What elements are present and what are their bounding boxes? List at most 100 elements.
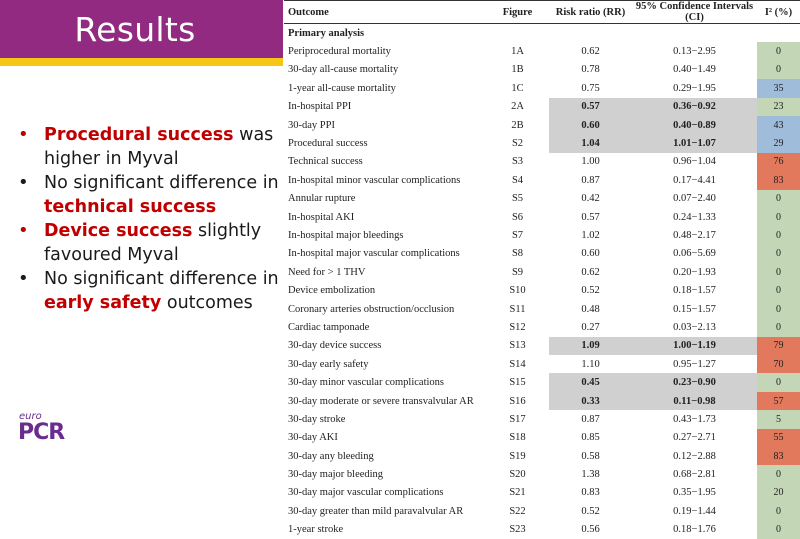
bullet-highlight: Device success — [44, 221, 193, 241]
confidence-interval-cell: 0.18−1.76 — [673, 524, 716, 536]
confidence-interval-cell: 0.40−0.89 — [632, 115, 757, 135]
results-table: Outcome Figure Risk ratio (RR) 95% Confi… — [284, 0, 800, 539]
bullet-text: No significant difference in — [44, 173, 279, 193]
outcome-cell: 30-day major bleeding — [288, 469, 384, 481]
slide-title: Results — [74, 9, 196, 49]
confidence-interval-cell: 0.43−1.73 — [673, 413, 716, 425]
figure-cell: S7 — [511, 229, 524, 241]
risk-ratio-cell: 0.33 — [549, 391, 632, 411]
confidence-interval-cell: 0.36−0.92 — [632, 97, 757, 116]
confidence-interval-cell: 0.35−1.95 — [673, 487, 716, 499]
header-i2: I² (%) — [757, 0, 800, 24]
title-accent-stripe — [0, 58, 283, 66]
i2-cell: 70 — [757, 355, 800, 374]
risk-ratio-cell: 0.87 — [581, 413, 600, 425]
outcome-cell: Technical success — [288, 156, 363, 168]
risk-ratio-cell: 0.75 — [581, 82, 600, 94]
i2-cell: 0 — [757, 502, 800, 521]
confidence-interval-cell: 0.68−2.81 — [673, 469, 716, 481]
figure-cell: S21 — [509, 487, 526, 499]
table-row: Coronary arteries obstruction/occlusion S… — [284, 299, 800, 319]
i2-cell: 0 — [757, 373, 800, 392]
table-row: 30-day all-cause mortality 1B 0.78 0.40−1.4… — [284, 60, 800, 80]
i2-cell: 0 — [757, 263, 800, 282]
table-row: Annular rupture S5 0.42 0.07−2.40 0 — [284, 189, 800, 208]
bullet-highlight: Procedural success — [44, 125, 234, 145]
bullet-list: • Procedural success was higher in Myval… — [16, 123, 281, 315]
risk-ratio-cell: 0.85 — [581, 432, 600, 444]
table-row: Procedural success S2 1.04 1.01−1.07 29 — [284, 134, 800, 153]
i2-cell: 76 — [757, 152, 800, 172]
empty-cell — [486, 24, 549, 43]
risk-ratio-cell: 0.78 — [581, 64, 600, 76]
i2-cell: 0 — [757, 520, 800, 539]
figure-cell: 1B — [511, 64, 524, 76]
i2-cell: 20 — [757, 483, 800, 503]
figure-cell: S2 — [486, 134, 549, 153]
confidence-interval-cell: 0.11−0.98 — [632, 391, 757, 411]
outcome-cell: 30-day AKI — [288, 432, 338, 444]
risk-ratio-cell: 0.45 — [549, 373, 632, 392]
table-row: Cardiac tamponade S12 0.27 0.03−2.13 0 — [284, 318, 800, 337]
europcr-logo: euro PCR — [18, 412, 65, 444]
table-row: 30-day minor vascular complications S15 0.… — [284, 373, 800, 392]
i2-cell: 5 — [757, 410, 800, 429]
bullet-highlight: technical success — [44, 197, 217, 217]
risk-ratio-cell: 1.09 — [549, 336, 632, 356]
outcome-cell: 1-year stroke — [288, 524, 344, 536]
table-row: In-hospital AKI S6 0.57 0.24−1.33 0 — [284, 207, 800, 227]
i2-cell: 0 — [757, 42, 800, 61]
outcome-cell: 30-day PPI — [284, 115, 486, 135]
figure-cell: 1A — [511, 46, 524, 58]
table-row: 30-day stroke S17 0.87 0.43−1.73 5 — [284, 410, 800, 429]
table-header-row: Outcome Figure Risk ratio (RR) 95% Confi… — [284, 0, 800, 24]
section-label: Primary analysis — [288, 27, 365, 39]
figure-cell: S4 — [511, 174, 524, 186]
figure-cell: S5 — [511, 193, 524, 205]
bullet-item: • Procedural success was higher in Myval — [16, 123, 281, 171]
risk-ratio-cell: 0.87 — [581, 174, 600, 186]
figure-cell: S3 — [511, 156, 524, 168]
title-banner — [0, 0, 283, 58]
i2-cell: 0 — [757, 189, 800, 208]
risk-ratio-cell: 0.56 — [581, 524, 600, 536]
confidence-interval-cell: 1.01−1.07 — [632, 134, 757, 153]
i2-cell: 55 — [757, 428, 800, 447]
bullet-dot-icon: • — [18, 172, 29, 193]
i2-cell: 79 — [757, 336, 800, 356]
i2-cell: 0 — [757, 299, 800, 319]
table-row: 30-day moderate or severe transvalvular … — [284, 391, 800, 411]
outcome-cell: 30-day stroke — [288, 413, 346, 425]
confidence-interval-cell: 0.24−1.33 — [673, 211, 716, 223]
header-outcome: Outcome — [284, 0, 486, 24]
risk-ratio-cell: 0.60 — [549, 115, 632, 135]
confidence-interval-cell: 0.20−1.93 — [673, 266, 716, 278]
risk-ratio-cell: 1.00 — [581, 156, 600, 168]
table-row: 1-year stroke S23 0.56 0.18−1.76 0 — [284, 520, 800, 539]
outcome-cell: Coronary arteries obstruction/occlusion — [288, 303, 455, 315]
outcome-cell: 30-day moderate or severe transvalvular … — [284, 391, 486, 411]
bullet-item: • No significant difference in technical… — [16, 171, 281, 219]
table-row: In-hospital minor vascular complications… — [284, 171, 800, 190]
outcome-cell: Annular rupture — [288, 193, 356, 205]
table-row: 30-day greater than mild paravalvular AR… — [284, 502, 800, 521]
outcome-cell: In-hospital AKI — [288, 211, 355, 223]
confidence-interval-cell: 0.19−1.44 — [673, 505, 716, 517]
risk-ratio-cell: 1.02 — [581, 229, 600, 241]
confidence-interval-cell: 0.17−4.41 — [673, 174, 716, 186]
outcome-cell: Need for > 1 THV — [288, 266, 366, 278]
outcome-cell: 30-day minor vascular complications — [284, 373, 486, 392]
i2-cell: 0 — [757, 207, 800, 227]
header-figure: Figure — [486, 0, 549, 24]
bullet-dot-icon: • — [18, 268, 29, 289]
outcome-cell: 30-day early safety — [288, 358, 369, 370]
confidence-interval-cell: 0.95−1.27 — [673, 358, 716, 370]
confidence-interval-cell: 0.96−1.04 — [673, 156, 716, 168]
i2-cell: 35 — [757, 79, 800, 98]
risk-ratio-cell: 0.42 — [581, 193, 600, 205]
outcome-cell: In-hospital PPI — [284, 97, 486, 116]
figure-cell: S14 — [509, 358, 526, 370]
confidence-interval-cell: 1.00−1.19 — [632, 336, 757, 356]
i2-cell: 29 — [757, 134, 800, 153]
empty-cell — [632, 24, 757, 43]
